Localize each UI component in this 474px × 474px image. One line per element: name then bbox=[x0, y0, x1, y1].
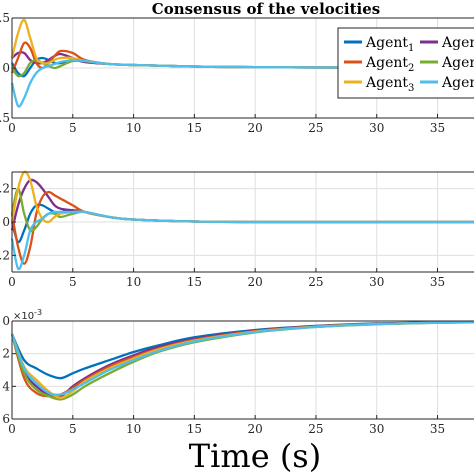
x-tick-label: 20 bbox=[248, 275, 263, 289]
x-tick-label: 35 bbox=[430, 422, 445, 436]
legend: Agent1Agent1Agent2Agent2Agent3Agent3 bbox=[337, 27, 474, 99]
y-tick-label: 4 bbox=[2, 379, 10, 393]
y-tick-label: .2 bbox=[0, 182, 10, 196]
x-tick-label: 20 bbox=[248, 422, 263, 436]
chart-title: Consensus of the velocities bbox=[152, 0, 380, 18]
y-tick-label: .2 bbox=[0, 248, 10, 262]
x-tick-label: 5 bbox=[69, 422, 77, 436]
x-tick-label: 30 bbox=[369, 275, 384, 289]
x-tick-label: 30 bbox=[369, 422, 384, 436]
x-tick-label: 10 bbox=[126, 275, 141, 289]
y-tick-label: .5 bbox=[0, 111, 10, 125]
x-tick-label: 20 bbox=[248, 121, 263, 135]
x-tick-label: 0 bbox=[8, 121, 16, 135]
subplots: 05101520253035.50.505101520253035.20.205… bbox=[0, 11, 474, 436]
x-tick-label: 5 bbox=[69, 121, 77, 135]
y-axis-exponent: ×10-3 bbox=[13, 308, 42, 322]
legend-label-1: Agent1 bbox=[365, 35, 414, 54]
x-tick-label: 0 bbox=[8, 422, 16, 436]
legend-label-4: Agent2 bbox=[441, 55, 474, 74]
y-tick-label: 0 bbox=[2, 314, 10, 328]
series-line-1 bbox=[10, 320, 474, 380]
legend-label-2: Agent1 bbox=[441, 35, 474, 54]
x-tick-label: 10 bbox=[126, 422, 141, 436]
x-tick-label: 5 bbox=[69, 275, 77, 289]
x-axis-label: Time (s) bbox=[189, 437, 321, 474]
y-tick-label: 2 bbox=[2, 347, 10, 361]
legend-label-5: Agent3 bbox=[365, 75, 414, 94]
x-tick-label: 15 bbox=[187, 422, 202, 436]
x-tick-label: 25 bbox=[308, 121, 323, 135]
x-tick-label: 10 bbox=[126, 121, 141, 135]
series-line-6 bbox=[10, 320, 474, 396]
x-tick-label: 35 bbox=[430, 275, 445, 289]
series-line-3 bbox=[10, 190, 474, 265]
x-tick-label: 15 bbox=[187, 121, 202, 135]
y-tick-label: 6 bbox=[2, 412, 10, 426]
x-tick-label: 25 bbox=[308, 275, 323, 289]
series-line-6 bbox=[10, 210, 474, 271]
x-tick-label: 0 bbox=[8, 275, 16, 289]
y-tick-label: 0 bbox=[2, 61, 10, 75]
series-line-6 bbox=[10, 58, 474, 108]
x-tick-label: 25 bbox=[308, 422, 323, 436]
subplot-3: 0 5 10 15 20 25 30 35 0 2 4 6 ×10-3 bbox=[2, 308, 474, 436]
x-tick-label: 30 bbox=[369, 121, 384, 135]
subplot-2: 0 5 10 15 20 25 30 35 .2 0 .2 bbox=[0, 170, 474, 289]
series-line-5 bbox=[10, 170, 474, 224]
y-tick-label: 0 bbox=[2, 215, 10, 229]
legend-label-3: Agent2 bbox=[365, 55, 414, 74]
legend-label-6: Agent3 bbox=[441, 75, 474, 94]
x-tick-label: 35 bbox=[430, 121, 445, 135]
y-tick-label: .5 bbox=[0, 11, 10, 25]
x-tick-label: 15 bbox=[187, 275, 202, 289]
